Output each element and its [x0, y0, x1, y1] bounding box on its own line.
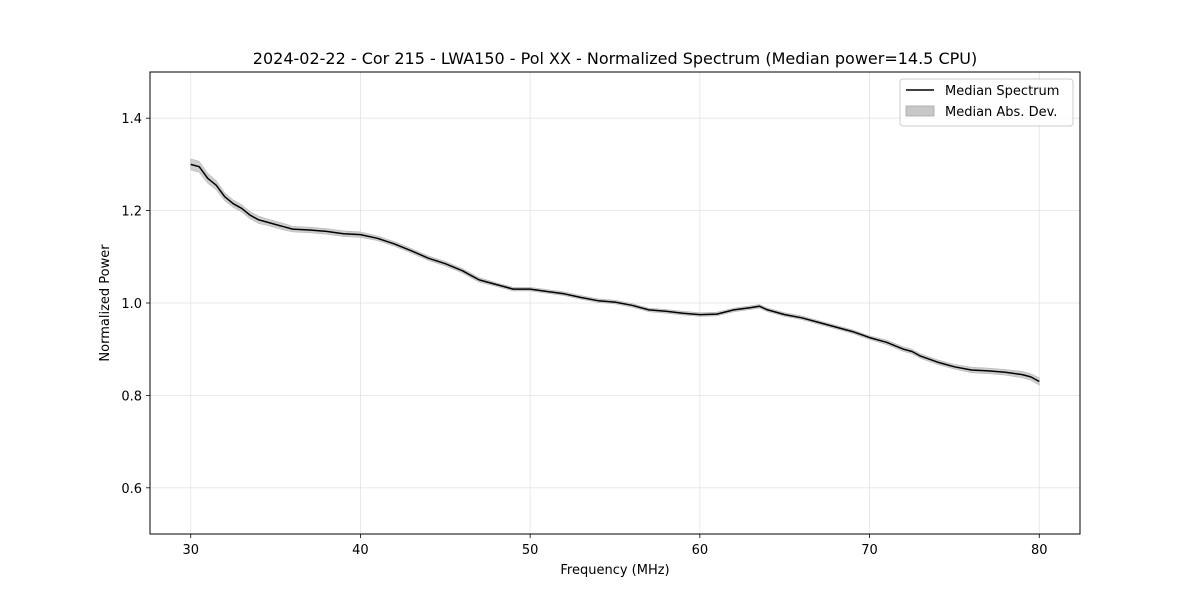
legend-median-label: Median Spectrum: [945, 84, 1059, 99]
chart-title: 2024-02-22 - Cor 215 - LWA150 - Pol XX -…: [253, 49, 977, 68]
y-tick-label: 1.4: [121, 112, 142, 127]
x-tick-label: 80: [1031, 543, 1048, 558]
x-tick-label: 70: [861, 543, 878, 558]
y-axis-ticks: 0.6 0.8 1.0 1.2 1.4: [121, 112, 150, 497]
x-tick-label: 30: [182, 543, 199, 558]
y-axis-label: Normalized Power: [98, 244, 113, 362]
x-tick-label: 40: [352, 543, 369, 558]
y-tick-label: 0.8: [121, 389, 142, 404]
y-tick-label: 1.0: [121, 297, 142, 312]
mad-band-layer: [190, 158, 1040, 386]
legend-band-label: Median Abs. Dev.: [945, 105, 1057, 120]
y-tick-label: 0.6: [121, 482, 142, 497]
median-spectrum-line: [190, 163, 1040, 383]
x-axis-label: Frequency (MHz): [560, 563, 669, 578]
legend-box: [899, 78, 1074, 127]
legend-band-swatch: [905, 105, 935, 117]
x-axis-ticks: 30 40 50 60 70 80: [182, 534, 1048, 558]
x-tick-label: 50: [522, 543, 539, 558]
y-tick-label: 1.2: [121, 205, 142, 220]
mad-band: [190, 158, 1040, 386]
median-line-layer: [190, 163, 1040, 383]
x-tick-label: 60: [692, 543, 709, 558]
legend: Median Spectrum Median Abs. Dev.: [899, 78, 1074, 127]
